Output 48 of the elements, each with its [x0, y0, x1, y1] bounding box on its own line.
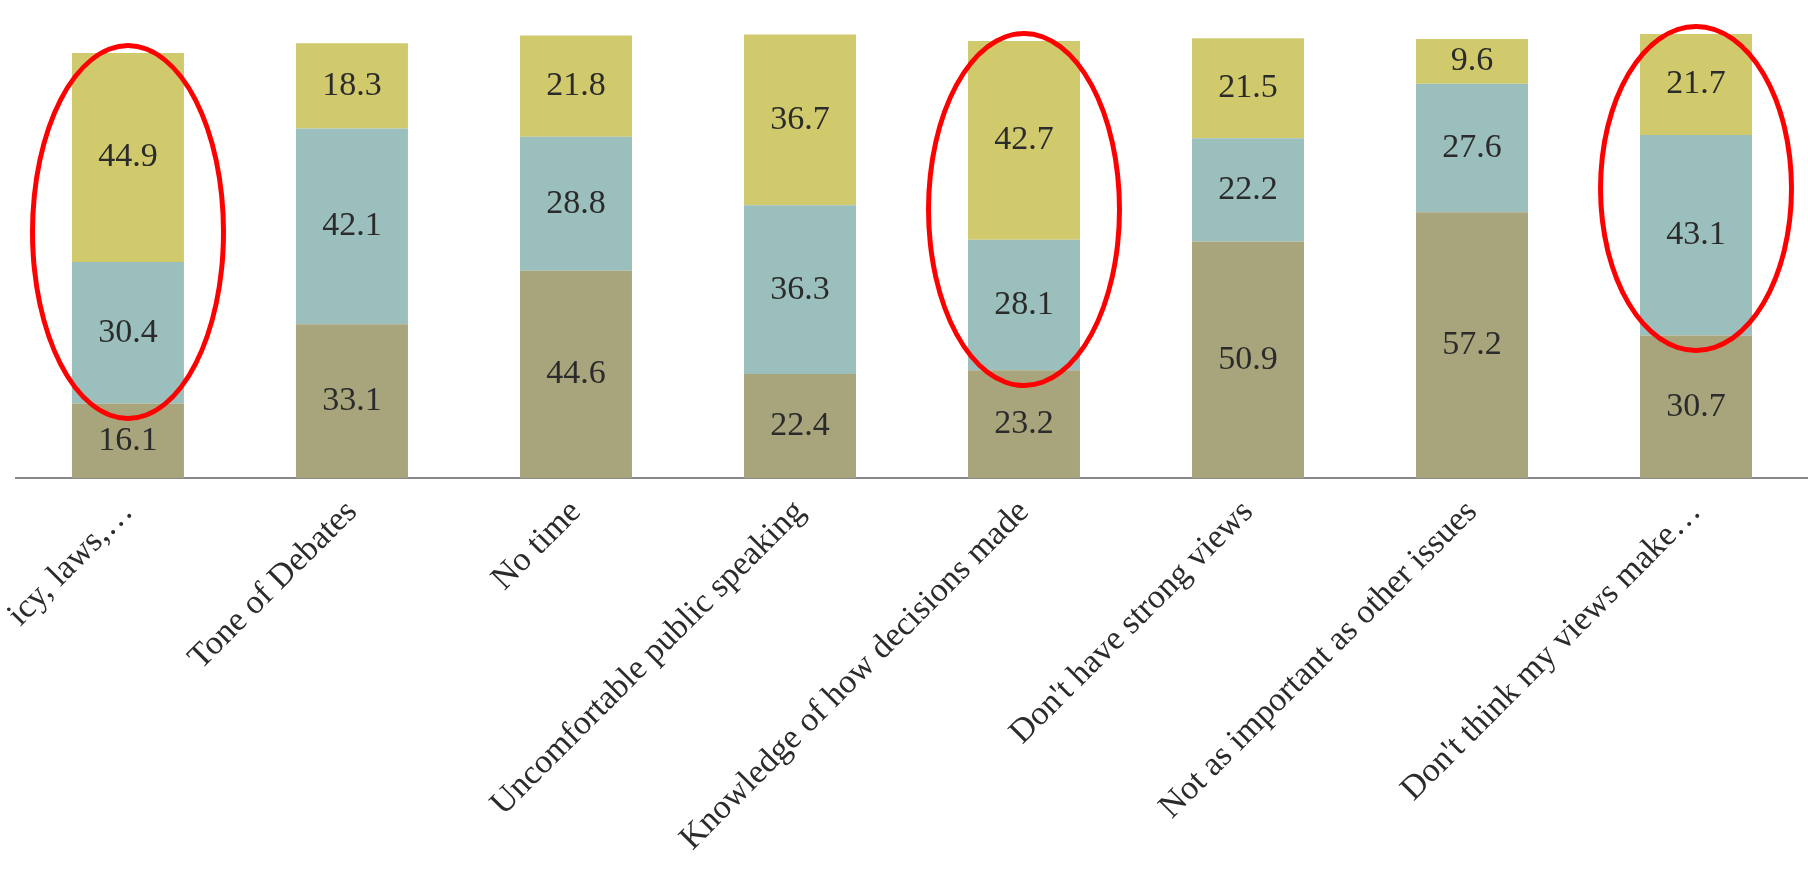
bar: [295, 43, 408, 129]
data-label: 22.4: [770, 405, 830, 443]
data-label: 21.8: [546, 65, 606, 103]
data-label: 42.1: [322, 205, 382, 243]
data-label: 30.4: [98, 311, 158, 349]
bar: [71, 53, 184, 262]
data-label: 22.2: [1218, 168, 1278, 206]
x-tick-label: No time: [482, 491, 588, 597]
data-label: 33.1: [322, 380, 382, 418]
bar: [295, 128, 408, 325]
bar: [743, 374, 856, 479]
bar: [1640, 134, 1752, 336]
bar: [295, 324, 408, 479]
data-label: 43.1: [1666, 214, 1726, 252]
bar: [1415, 83, 1528, 213]
data-label: 21.7: [1666, 63, 1726, 101]
data-label: 28.1: [994, 283, 1054, 321]
bar: [1191, 138, 1304, 242]
bar: [71, 261, 184, 404]
bar: [743, 205, 856, 375]
data-label: 9.6: [1450, 40, 1494, 78]
bar: [1640, 34, 1752, 135]
bar: [519, 136, 632, 271]
bar: [1415, 212, 1528, 479]
data-label: 23.2: [994, 403, 1054, 441]
bar: [967, 239, 1080, 371]
data-label: 50.9: [1218, 338, 1278, 376]
bar: [1415, 39, 1528, 84]
data-label: 36.7: [770, 98, 830, 136]
bar: [1640, 335, 1752, 479]
data-label: 44.9: [98, 136, 158, 174]
bar: [967, 40, 1080, 240]
bar: [519, 270, 632, 479]
data-label: 30.7: [1666, 385, 1726, 423]
data-label: 44.6: [546, 353, 606, 391]
data-label: 36.3: [770, 268, 830, 306]
bar: [519, 35, 632, 137]
bar: [1191, 241, 1304, 479]
data-label: 18.3: [322, 64, 382, 102]
data-label: 57.2: [1442, 324, 1502, 362]
data-label: 28.8: [546, 182, 606, 220]
data-label: 16.1: [98, 419, 158, 457]
data-label: 27.6: [1442, 126, 1502, 164]
bar: [967, 370, 1080, 479]
bar: [743, 34, 856, 206]
bar: [1191, 38, 1304, 139]
data-label: 21.5: [1218, 67, 1278, 105]
data-label: 42.7: [994, 119, 1054, 157]
